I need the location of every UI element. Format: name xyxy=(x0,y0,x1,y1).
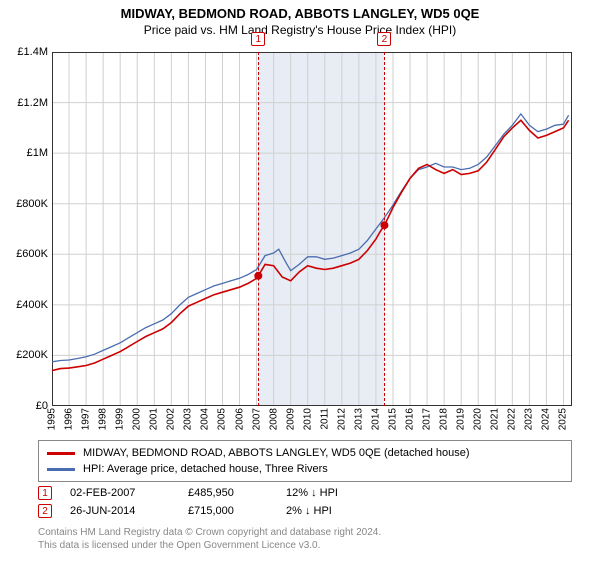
legend: MIDWAY, BEDMOND ROAD, ABBOTS LANGLEY, WD… xyxy=(38,440,572,482)
flag-date: 26-JUN-2014 xyxy=(70,505,170,517)
flag-index-box: 1 xyxy=(38,486,52,500)
flag-number-box: 1 xyxy=(251,32,265,46)
y-tick-label: £600K xyxy=(16,248,48,260)
flag-number-box: 2 xyxy=(377,32,391,46)
x-tick-label: 2001 xyxy=(149,408,160,430)
attribution: Contains HM Land Registry data © Crown c… xyxy=(38,526,572,552)
flag-index-box: 2 xyxy=(38,504,52,518)
y-tick-label: £1.4M xyxy=(17,46,48,58)
x-tick-label: 2023 xyxy=(524,408,535,430)
legend-swatch xyxy=(47,468,75,471)
flag-delta: 12% ↓ HPI xyxy=(286,487,366,499)
x-tick-label: 1995 xyxy=(47,408,58,430)
x-tick-label: 2020 xyxy=(473,408,484,430)
y-tick-label: £400K xyxy=(16,299,48,311)
legend-item-property: MIDWAY, BEDMOND ROAD, ABBOTS LANGLEY, WD… xyxy=(47,445,563,461)
legend-swatch xyxy=(47,452,75,455)
x-tick-label: 2025 xyxy=(558,408,569,430)
x-tick-label: 2000 xyxy=(132,408,143,430)
x-tick-label: 2009 xyxy=(285,408,296,430)
x-tick-label: 2003 xyxy=(183,408,194,430)
line-series xyxy=(52,52,572,406)
x-tick-label: 1997 xyxy=(81,408,92,430)
y-tick-label: £800K xyxy=(16,198,48,210)
flag-row: 2 26-JUN-2014 £715,000 2% ↓ HPI xyxy=(38,502,572,520)
x-tick-label: 2022 xyxy=(507,408,518,430)
chart-subtitle: Price paid vs. HM Land Registry's House … xyxy=(0,23,600,37)
x-tick-label: 2002 xyxy=(166,408,177,430)
attribution-line: This data is licensed under the Open Gov… xyxy=(38,539,572,552)
x-tick-label: 2021 xyxy=(490,408,501,430)
flag-date: 02-FEB-2007 xyxy=(70,487,170,499)
y-tick-label: £1M xyxy=(27,147,48,159)
y-tick-label: £200K xyxy=(16,349,48,361)
plot-area: £0£200K£400K£600K£800K£1M£1.2M£1.4M 1995… xyxy=(52,52,572,406)
x-tick-label: 2019 xyxy=(456,408,467,430)
x-tick-label: 2013 xyxy=(353,408,364,430)
flag-line xyxy=(258,52,259,406)
x-tick-label: 2005 xyxy=(217,408,228,430)
x-tick-label: 2016 xyxy=(405,408,416,430)
x-tick-label: 2018 xyxy=(439,408,450,430)
attribution-line: Contains HM Land Registry data © Crown c… xyxy=(38,526,572,539)
x-tick-label: 2006 xyxy=(234,408,245,430)
x-tick-label: 1999 xyxy=(115,408,126,430)
x-tick-label: 1998 xyxy=(98,408,109,430)
x-tick-label: 2004 xyxy=(200,408,211,430)
x-tick-label: 2017 xyxy=(422,408,433,430)
flag-table: 1 02-FEB-2007 £485,950 12% ↓ HPI 2 26-JU… xyxy=(38,484,572,520)
legend-item-hpi: HPI: Average price, detached house, Thre… xyxy=(47,461,563,477)
x-tick-label: 2015 xyxy=(387,408,398,430)
x-tick-label: 2007 xyxy=(251,408,262,430)
flag-delta: 2% ↓ HPI xyxy=(286,505,366,517)
x-tick-label: 2024 xyxy=(541,408,552,430)
x-tick-label: 2010 xyxy=(302,408,313,430)
x-tick-label: 2012 xyxy=(336,408,347,430)
chart-title: MIDWAY, BEDMOND ROAD, ABBOTS LANGLEY, WD… xyxy=(0,6,600,21)
x-tick-label: 2008 xyxy=(268,408,279,430)
x-tick-label: 2014 xyxy=(370,408,381,430)
flag-line xyxy=(384,52,385,406)
chart-container: MIDWAY, BEDMOND ROAD, ABBOTS LANGLEY, WD… xyxy=(0,6,600,566)
flag-price: £715,000 xyxy=(188,505,268,517)
flag-price: £485,950 xyxy=(188,487,268,499)
y-tick-label: £1.2M xyxy=(17,97,48,109)
legend-label: MIDWAY, BEDMOND ROAD, ABBOTS LANGLEY, WD… xyxy=(83,447,470,459)
legend-label: HPI: Average price, detached house, Thre… xyxy=(83,463,328,475)
flag-row: 1 02-FEB-2007 £485,950 12% ↓ HPI xyxy=(38,484,572,502)
x-tick-label: 1996 xyxy=(64,408,75,430)
x-tick-label: 2011 xyxy=(319,408,330,430)
